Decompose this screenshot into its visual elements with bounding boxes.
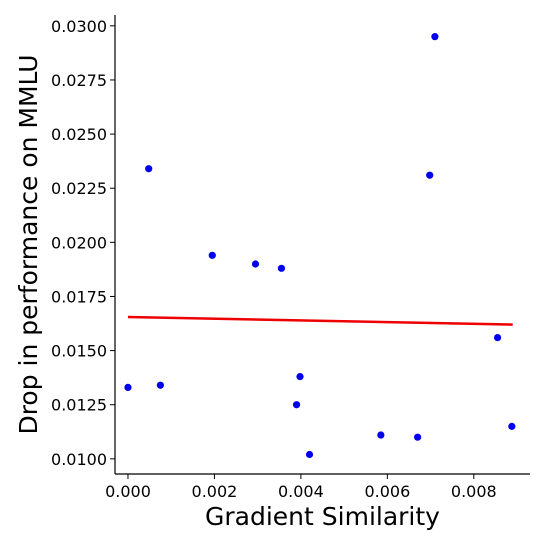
trend-line	[127, 315, 513, 326]
data-point	[277, 264, 286, 272]
y-tick-label: 0.0125	[51, 396, 107, 415]
y-axis-title: Drop in performance on MMLU	[14, 54, 43, 434]
data-points	[124, 33, 516, 459]
x-tick-label: 0.002	[192, 482, 238, 501]
data-point	[508, 422, 516, 430]
data-point	[156, 381, 164, 389]
y-tick-label: 0.0150	[51, 342, 107, 361]
x-axis-title: Gradient Similarity	[205, 502, 440, 531]
y-tick-label: 0.0275	[51, 71, 107, 90]
data-point	[493, 333, 502, 342]
data-point	[124, 383, 132, 391]
trend-line-layer	[127, 315, 513, 326]
data-point	[296, 372, 304, 381]
x-axis-ticks: 0.000 0.002 0.004 0.006 0.008	[105, 474, 497, 501]
y-tick-label: 0.0225	[51, 179, 107, 198]
y-axis-ticks: 0.0100 0.0125 0.0150 0.0175 0.0200 0.0225 0.02…	[51, 17, 115, 469]
x-tick-label: 0.008	[451, 482, 497, 501]
x-tick-label: 0.006	[364, 482, 410, 501]
data-point	[305, 450, 314, 459]
y-tick-label: 0.0200	[51, 233, 107, 252]
y-tick-label: 0.0250	[51, 125, 107, 144]
data-point	[251, 260, 260, 268]
data-point	[145, 165, 153, 173]
x-tick-label: 0.000	[105, 482, 151, 501]
y-tick-label: 0.0175	[51, 287, 107, 306]
axes	[114, 15, 530, 475]
data-point	[431, 33, 439, 41]
data-point	[426, 171, 434, 179]
data-point	[292, 401, 301, 409]
y-tick-label: 0.0100	[51, 450, 107, 469]
data-point	[208, 251, 216, 259]
y-tick-label: 0.0300	[51, 17, 107, 36]
data-point	[377, 431, 385, 439]
x-tick-label: 0.004	[278, 482, 324, 501]
data-point	[414, 433, 422, 441]
